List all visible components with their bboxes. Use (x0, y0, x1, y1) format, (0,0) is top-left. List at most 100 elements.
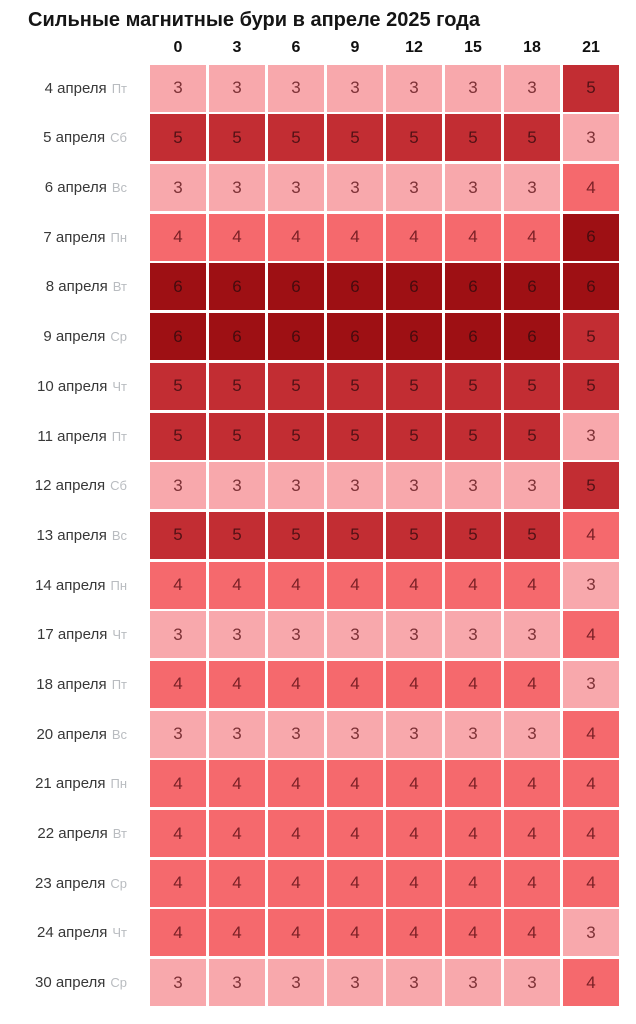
row-label: 14 апреля Пн (0, 562, 147, 609)
row-label: 9 апреля Ср (0, 313, 147, 360)
row-weekday: Вс (111, 527, 127, 543)
heatmap-cell: 3 (563, 114, 619, 162)
heatmap-cell: 4 (445, 561, 501, 609)
heatmap-cell: 3 (445, 164, 501, 212)
row-weekday: Чт (112, 378, 127, 394)
row-label: 23 апреля Ср (0, 860, 147, 907)
heatmap-cell: 4 (209, 213, 265, 261)
heatmap-cell: 6 (209, 313, 265, 361)
heatmap-cell: 3 (209, 959, 265, 1007)
heatmap-cell: 4 (386, 213, 442, 261)
row-weekday: Пн (110, 229, 127, 245)
row-label: 8 апреля Вт (0, 263, 147, 310)
heatmap-cell: 5 (209, 412, 265, 460)
heatmap-cell: 5 (150, 511, 206, 559)
heatmap-cell: 5 (268, 511, 324, 559)
heatmap-cell: 5 (209, 114, 265, 162)
row-date: 7 апреля (43, 228, 106, 246)
heatmap-cell: 6 (504, 263, 560, 311)
row-weekday: Пт (111, 80, 127, 96)
column-header-hour-9: 9 (350, 39, 360, 56)
heatmap-cell: 4 (209, 810, 265, 857)
heatmap-cell: 3 (445, 462, 501, 510)
heatmap-cell: 5 (563, 64, 619, 112)
row-date: 23 апреля (34, 874, 106, 892)
row-date: 22 апреля (37, 825, 108, 842)
heatmap-cell: 3 (504, 462, 560, 510)
heatmap-cell: 4 (563, 760, 619, 808)
heatmap-cell: 4 (445, 213, 501, 261)
heatmap-cell: 4 (504, 909, 560, 957)
heatmap-cell: 3 (386, 959, 442, 1007)
heatmap-cell: 4 (327, 810, 383, 857)
heatmap-cell: 4 (563, 810, 619, 857)
row-date: 24 апреля (36, 924, 108, 942)
heatmap-cell: 4 (209, 561, 265, 609)
heatmap-cell: 5 (327, 511, 383, 559)
heatmap-cell: 4 (504, 660, 560, 708)
row-date: 17 апреля (36, 626, 108, 644)
heatmap-cell: 4 (327, 909, 383, 957)
row-date: 8 апреля (45, 278, 108, 296)
row-label: 12 апреля Сб (0, 462, 147, 509)
heatmap-cell: 3 (268, 710, 324, 758)
heatmap-cell: 4 (268, 810, 324, 857)
heatmap-cell: 3 (386, 611, 442, 659)
heatmap-cell: 5 (445, 511, 501, 559)
heatmap-cell: 4 (386, 859, 442, 907)
heatmap-cell: 3 (150, 164, 206, 212)
heatmap-cell: 5 (268, 412, 324, 460)
heatmap-cell: 4 (445, 810, 501, 857)
heatmap-cell: 3 (386, 164, 442, 212)
heatmap-cell: 6 (268, 313, 324, 361)
row-label: 20 апреля Вс (0, 711, 147, 758)
column-header-hour-12: 12 (405, 39, 423, 56)
row-weekday: Пт (111, 428, 127, 444)
heatmap-cell: 4 (150, 859, 206, 907)
heatmap-cell: 4 (386, 810, 442, 857)
heatmap-cell: 4 (563, 164, 619, 212)
row-weekday: Вт (112, 279, 127, 295)
heatmap-cell: 4 (150, 213, 206, 261)
row-weekday: Пн (110, 776, 127, 792)
heatmap-cell: 4 (504, 561, 560, 609)
heatmap-cell: 5 (209, 362, 265, 410)
heatmap-cell: 3 (445, 959, 501, 1007)
row-weekday: Сб (110, 478, 127, 494)
row-label: 24 апреля Чт (0, 909, 147, 956)
heatmap-cell: 4 (504, 760, 560, 808)
heatmap-cell: 3 (327, 959, 383, 1007)
heatmap-cell: 5 (327, 114, 383, 162)
row-weekday: Сб (110, 130, 127, 146)
row-date: 4 апреля (44, 79, 107, 97)
heatmap-cell: 3 (386, 710, 442, 758)
heatmap-cell: 6 (327, 313, 383, 361)
row-weekday: Пн (110, 577, 127, 593)
row-weekday: Ср (110, 329, 127, 345)
heatmap-cell: 6 (386, 313, 442, 361)
heatmap-cell: 5 (327, 362, 383, 410)
heatmap-cell: 4 (563, 710, 619, 758)
heatmap-cell: 6 (386, 263, 442, 311)
heatmap-cell: 5 (209, 511, 265, 559)
heatmap-cell: 3 (327, 462, 383, 510)
heatmap-cell: 4 (504, 213, 560, 261)
heatmap-cell: 3 (268, 462, 324, 510)
heatmap-cell: 5 (563, 462, 619, 510)
heatmap-cell: 3 (504, 710, 560, 758)
row-date: 20 апреля (36, 725, 107, 743)
row-weekday: Ср (110, 975, 127, 991)
heatmap-cell: 5 (268, 114, 324, 162)
row-date: 10 апреля (36, 377, 108, 395)
heatmap-cell: 4 (209, 909, 265, 957)
heatmap-cell: 4 (386, 909, 442, 957)
heatmap-cell: 3 (268, 64, 324, 112)
heatmap-cell: 5 (386, 362, 442, 410)
column-header-hour-15: 15 (464, 39, 482, 56)
heatmap-cell: 3 (327, 64, 383, 112)
heatmap-grid: 0 3 6 9 12 15 18 21 4 апреля Пт 3 3 3 3 3 3 3 5 5 апреля Сб… (0, 36, 636, 1007)
row-date: 18 апреля (36, 675, 107, 693)
heatmap-cell: 5 (504, 412, 560, 460)
page-title: Сильные магнитные бури в апреле 2025 год… (28, 9, 480, 31)
